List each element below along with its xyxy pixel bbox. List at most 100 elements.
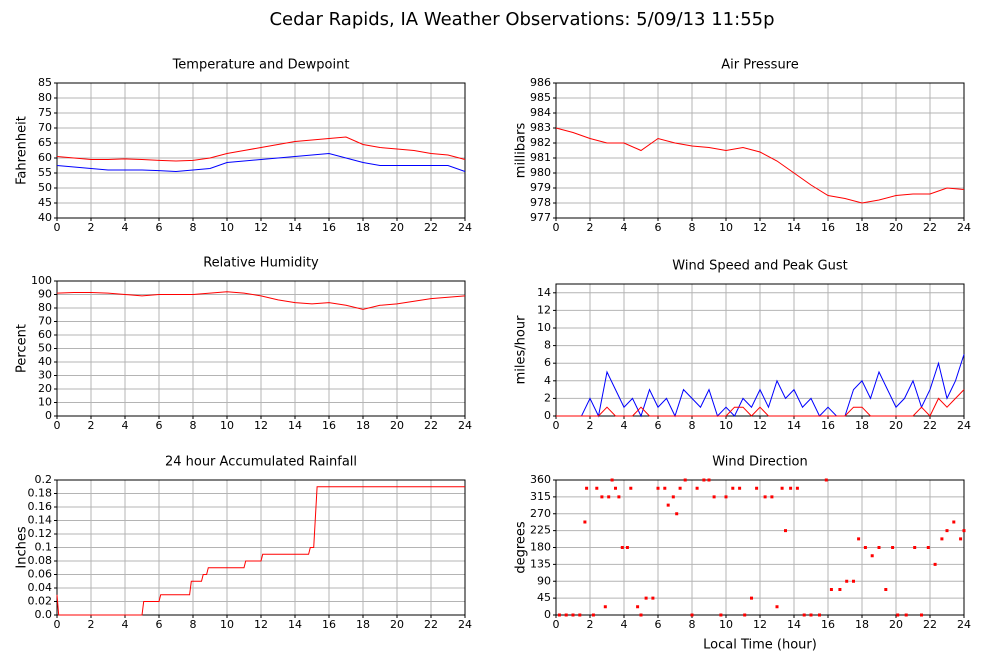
chart-title: Temperature and Dewpoint [172,58,350,73]
y-tick-label: 45 [537,591,551,604]
x-tick-label: 0 [54,618,61,631]
x-tick-label: 6 [655,419,662,432]
data-line [555,127,965,204]
plot-frame [555,479,965,616]
data-point [620,546,624,549]
data-point [750,596,753,600]
x-tick-label: 14 [288,419,302,432]
data-point [845,579,849,583]
x-tick-label: 12 [254,221,268,234]
x-tick-label: 22 [424,221,438,234]
x-tick-label: 22 [923,419,937,432]
x-tick-label: 24 [957,618,971,631]
data-point [738,486,742,490]
data-line [56,136,466,162]
plot-frame [56,280,466,417]
y-tick-label: 80 [38,301,52,314]
data-point [712,495,716,499]
data-point [775,605,779,609]
x-tick-label: 10 [220,419,234,432]
data-line [556,389,965,417]
x-tick-label: 12 [753,419,767,432]
data-point [702,478,706,482]
y-tick-label: 225 [530,524,551,537]
y-tick-label: 80 [38,91,52,104]
data-point [904,613,908,617]
y-axis-label: Percent [15,324,30,373]
y-tick-label: 360 [530,473,551,486]
x-tick-label: 24 [458,221,472,234]
y-tick-label: 90 [38,288,52,301]
data-point [884,588,888,591]
y-tick-label: 982 [530,136,551,149]
data-point [644,596,648,600]
data-line [56,291,466,310]
x-tick-label: 16 [322,618,336,631]
data-point [671,495,675,499]
data-point [666,503,670,507]
data-point [707,478,711,482]
y-tick-label: 60 [38,151,52,164]
data-point [639,613,643,617]
data-point [571,613,575,617]
y-tick-label: 135 [530,557,551,570]
data-point [585,486,589,490]
y-tick-label: 981 [530,151,551,164]
x-tick-label: 8 [190,221,197,234]
x-tick-label: 18 [356,221,370,234]
y-tick-label: 180 [530,541,551,554]
x-tick-label: 10 [719,221,733,234]
chart-title: Wind Direction [712,455,808,470]
x-tick-label: 6 [156,618,163,631]
y-tick-label: 977 [530,211,551,224]
data-point [959,537,963,541]
x-tick-label: 10 [719,419,733,432]
y-tick-label: 70 [38,121,52,134]
x-tick-label: 24 [957,419,971,432]
data-point [600,495,604,499]
x-tick-label: 6 [156,419,163,432]
x-tick-label: 4 [122,221,129,234]
data-point [724,495,728,499]
x-tick-label: 12 [254,419,268,432]
y-tick-label: 70 [38,315,52,328]
data-point [770,495,774,499]
data-point [863,546,867,549]
data-point [557,613,561,617]
data-line [56,152,466,173]
x-tick-label: 24 [957,221,971,234]
data-point [870,554,874,558]
x-tick-label: 2 [88,419,95,432]
x-axis-label: Local Time (hour) [703,638,817,653]
x-tick-label: 24 [458,618,472,631]
data-point [852,579,855,583]
x-tick-label: 14 [787,221,801,234]
y-tick-label: 0.2 [35,473,53,486]
data-point [838,588,842,591]
x-tick-label: 20 [390,221,404,234]
data-point [913,546,917,549]
x-tick-label: 4 [122,618,129,631]
y-tick-label: 20 [38,382,52,395]
data-point [603,605,607,609]
data-point [607,495,611,499]
data-point [656,486,660,490]
data-point [824,478,828,482]
y-axis-label: miles/hour [514,315,529,384]
data-point [595,486,599,490]
y-tick-label: 100 [31,274,52,287]
data-point [675,512,679,516]
x-tick-label: 20 [889,221,903,234]
data-point [891,546,895,549]
y-axis-label: Fahrenheit [15,116,30,185]
y-tick-label: 0.06 [28,568,53,581]
x-tick-label: 12 [753,618,767,631]
x-tick-label: 16 [322,419,336,432]
data-point [789,486,793,490]
y-tick-label: 14 [537,286,551,299]
x-tick-label: 20 [889,618,903,631]
y-tick-label: 40 [38,355,52,368]
data-point [795,486,799,490]
